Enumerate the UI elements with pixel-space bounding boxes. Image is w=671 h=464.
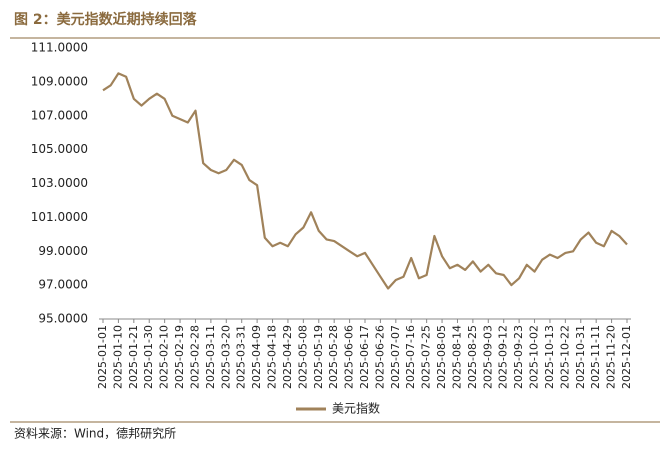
- x-tick-label: 2025-04-18: [266, 325, 279, 389]
- x-tick-label: 2025-01-10: [111, 325, 124, 389]
- x-tick-label: 2025-03-11: [204, 325, 217, 389]
- x-tick-label: 2025-02-19: [173, 325, 186, 389]
- x-tick-label: 2025-06-26: [373, 325, 386, 389]
- x-tick-label: 2025-06-17: [358, 325, 371, 389]
- x-tick-label: 2025-07-25: [420, 325, 433, 389]
- x-tick-label: 2025-07-16: [404, 325, 417, 389]
- x-tick-label: 2025-05-08: [296, 325, 309, 389]
- x-tick-label: 2025-09-12: [497, 325, 510, 389]
- x-tick-label: 2025-01-01: [96, 325, 109, 389]
- x-tick-label: 2025-05-19: [312, 325, 325, 389]
- y-tick-label: 109.0000: [31, 74, 88, 88]
- x-tick-label: 2025-02-28: [188, 325, 201, 389]
- y-tick-label: 101.0000: [31, 210, 88, 224]
- line-series: [102, 72, 628, 290]
- x-tick-label: 2025-10-02: [528, 325, 541, 389]
- x-tick-label: 2025-07-07: [389, 325, 402, 389]
- x-tick-label: 2025-03-20: [219, 325, 232, 389]
- y-tick-label: 99.0000: [38, 244, 88, 258]
- x-tick-label: 2025-01-30: [142, 325, 155, 389]
- source: 资料来源：Wind，德邦研究所: [14, 426, 176, 441]
- x-tick-label: 2025-10-22: [558, 325, 571, 389]
- y-tick-label: 111.0000: [31, 41, 88, 55]
- x-tick-label: 2025-10-31: [574, 325, 587, 389]
- y-tick-label: 103.0000: [31, 176, 88, 190]
- x-tick-label: 2025-09-03: [481, 325, 494, 389]
- x-tick-label: 2025-03-31: [235, 325, 248, 389]
- x-tick-label: 2025-02-10: [158, 325, 171, 389]
- x-tick-label: 2025-06-06: [343, 325, 356, 389]
- x-tick-label: 2025-08-14: [450, 325, 463, 389]
- x-tick-label: 2025-10-13: [543, 325, 556, 389]
- chart-title: 图 2：美元指数近期持续回落: [14, 11, 198, 28]
- x-tick-label: 2025-08-05: [435, 325, 448, 389]
- y-tick-label: 95.0000: [38, 312, 88, 326]
- x-tick-label: 2025-04-09: [250, 325, 263, 389]
- x-tick-label: 2025-04-29: [281, 325, 294, 389]
- x-tick-label: 2025-05-28: [327, 325, 340, 389]
- x-tick-label: 2025-12-01: [620, 325, 633, 389]
- y-tick-label: 107.0000: [31, 108, 88, 122]
- y-tick-label: 97.0000: [38, 278, 88, 292]
- x-tick-label: 2025-09-23: [512, 325, 525, 389]
- y-tick-label: 105.0000: [31, 142, 88, 156]
- x-tick-label: 2025-11-20: [605, 325, 618, 389]
- legend-label: 美元指数: [332, 401, 380, 416]
- x-tick-label: 2025-01-21: [127, 325, 140, 389]
- x-tick-label: 2025-11-11: [589, 325, 602, 389]
- x-tick-label: 2025-08-25: [466, 325, 479, 389]
